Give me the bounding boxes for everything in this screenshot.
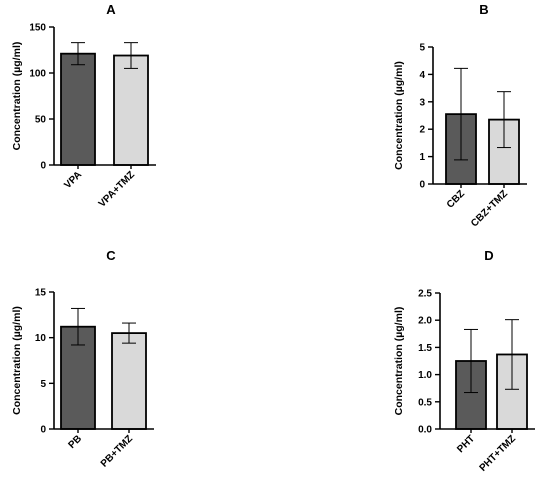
category-label: VPA+TMZ xyxy=(97,169,137,209)
y-axis-label: Concentration (µg/ml) xyxy=(393,307,405,416)
y-axis-label: Concentration (µg/ml) xyxy=(11,42,23,151)
y-tick-label: 50 xyxy=(35,115,47,126)
panel-letter: C xyxy=(106,248,116,263)
y-tick-label: 1.5 xyxy=(418,343,432,354)
bar-vpa xyxy=(60,52,96,166)
panel-letter: B xyxy=(479,2,488,17)
y-tick-label: 5 xyxy=(419,43,425,54)
panel-letter: D xyxy=(484,248,493,263)
bar-pb-tmz xyxy=(111,332,147,430)
panel-d: D Concentration (µg/ml) PHT PHT+TMZ 0.0 0.5 1.… xyxy=(393,248,535,474)
category-label: CBZ+TMZ xyxy=(469,188,510,229)
panel-b: B Concentration (µg/ml) CBZ CBZ+TMZ 0 1 2 3 4 5 xyxy=(393,2,527,229)
y-tick-label: 10 xyxy=(35,333,47,344)
y-tick-label: 1 xyxy=(419,152,425,163)
y-tick-label: 2.0 xyxy=(418,316,432,327)
y-axis-label: Concentration (µg/ml) xyxy=(11,306,23,415)
y-tick-label: 150 xyxy=(29,23,46,34)
category-label: VPA xyxy=(62,169,84,191)
y-tick-label: 0.0 xyxy=(418,425,432,436)
y-tick-label: 2 xyxy=(419,125,425,136)
y-tick-label: 2.5 xyxy=(418,289,432,300)
y-tick-label: 5 xyxy=(40,379,46,390)
y-axis-label: Concentration (µg/ml) xyxy=(393,61,405,170)
y-tick-label: 100 xyxy=(29,69,46,80)
y-tick-label: 4 xyxy=(419,70,425,81)
category-label: PB+TMZ xyxy=(99,433,135,469)
panel-letter: A xyxy=(106,2,116,17)
y-tick-label: 1.0 xyxy=(418,370,432,381)
y-tick-label: 0 xyxy=(419,180,425,191)
panel-a: A Concentration (µg/ml) VPA VPA+TMZ 0 50 100 15… xyxy=(11,2,156,210)
y-tick-label: 0 xyxy=(40,425,46,436)
panel-c: C Concentration (µg/ml) PB PB+TMZ 0 5 10 15 xyxy=(11,248,154,470)
category-label: CBZ xyxy=(445,188,467,210)
bar-vpa-tmz xyxy=(113,54,149,166)
y-tick-label: 3 xyxy=(419,97,425,108)
category-label: PHT xyxy=(455,433,477,455)
y-tick-label: 0.5 xyxy=(418,397,432,408)
y-tick-label: 0 xyxy=(40,161,46,172)
category-label: PHT+TMZ xyxy=(478,433,519,474)
bar-cbz-tmz xyxy=(488,118,520,185)
category-label: PB xyxy=(67,433,85,451)
y-tick-label: 15 xyxy=(35,288,47,299)
